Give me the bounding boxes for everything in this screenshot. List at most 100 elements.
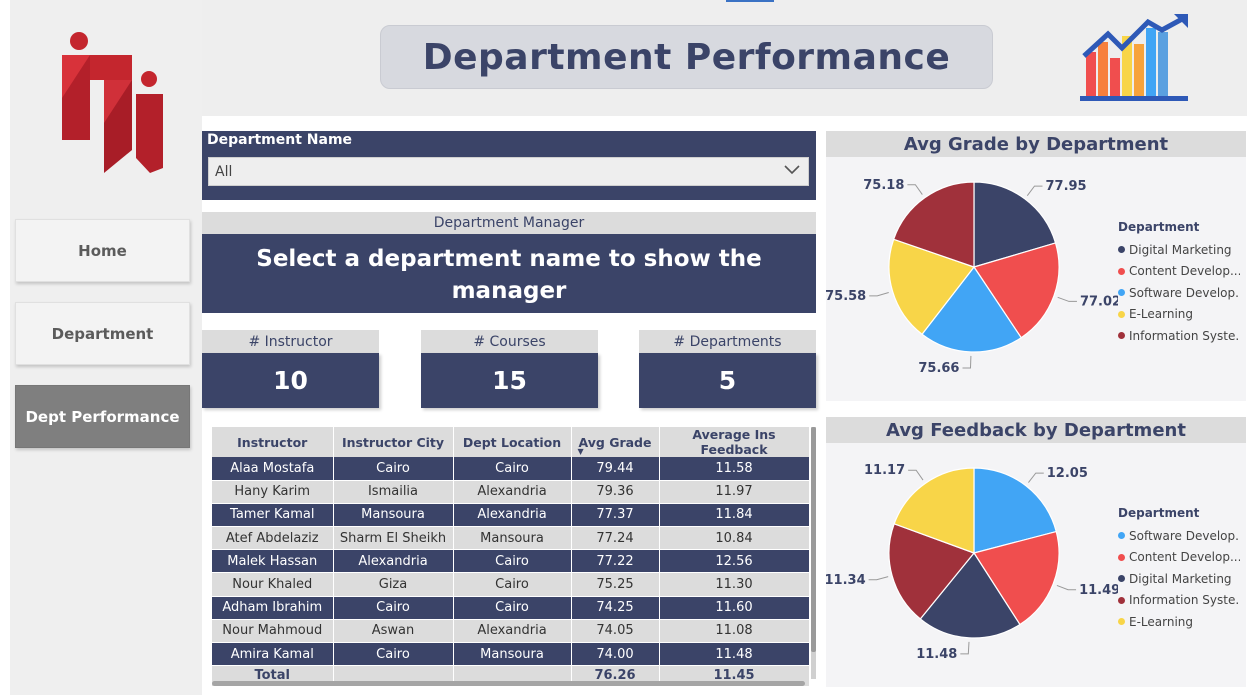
chart-title: Avg Feedback by Department (826, 417, 1246, 443)
cell-instructor: Adham Ibrahim (212, 596, 334, 620)
cell-avg-feedback: 11.48 (659, 642, 810, 667)
legend-label: Software Develop... (1129, 528, 1240, 543)
pie-slice[interactable] (973, 530, 1060, 626)
legend-item[interactable]: Digital Marketing (1118, 239, 1240, 261)
cell-dept-location: Cairo (453, 549, 572, 574)
cell-instructor: Nour Khaled (212, 572, 334, 597)
nav-department-button[interactable]: Department (15, 302, 190, 365)
table-row[interactable]: Nour Khaled Giza Cairo 75.25 11.30 (212, 572, 810, 597)
pie-slice[interactable] (973, 181, 1057, 268)
legend-dot-icon (1118, 332, 1125, 340)
col-header-avg-grade[interactable]: Avg Grade ▼ (571, 427, 660, 457)
legend-dot-icon (1118, 618, 1125, 626)
page-title: Department Performance (380, 25, 993, 89)
table-row[interactable]: Adham Ibrahim Cairo Cairo 74.25 11.60 (212, 596, 810, 620)
bar-chart-growth-icon (1080, 14, 1188, 101)
legend-item[interactable]: Digital Marketing (1118, 568, 1240, 590)
card-title: # Courses (421, 330, 598, 353)
leader-line (908, 469, 924, 481)
data-label: 11.49 (1079, 583, 1118, 598)
col-header-avg-feedback[interactable]: Average Ins Feedback (659, 427, 810, 457)
chart-legend: Department Software Develop... Content Dev… (1118, 506, 1240, 633)
total-cell (333, 665, 454, 686)
cell-avg-feedback: 11.58 (659, 457, 810, 481)
cell-instructor: Hany Karim (212, 480, 334, 504)
table-row[interactable]: Hany Karim Ismailia Alexandria 79.36 11.97 (212, 480, 810, 504)
pie-slice[interactable] (888, 523, 975, 620)
col-header-dept-location[interactable]: Dept Location (453, 427, 572, 457)
department-slicer: Department Name All (202, 131, 816, 200)
table-row[interactable]: Nour Mahmoud Aswan Alexandria 74.05 11.08 (212, 619, 810, 644)
card-courses: # Courses 15 (421, 330, 598, 408)
table-row[interactable]: Atef Abdelaziz Sharm El Sheikh Mansoura 77.… (212, 526, 810, 551)
sidebar: Home Department Dept Performance (10, 0, 202, 695)
legend-dot-icon (1118, 267, 1125, 275)
horizontal-scrollbar[interactable] (212, 681, 805, 686)
card-departments: # Departments 5 (639, 330, 816, 408)
cell-dept-location: Cairo (453, 572, 572, 597)
legend-item[interactable]: Software Develop... (1118, 282, 1240, 304)
table-total-row: Total 76.26 11.45 (212, 665, 810, 686)
pie-slice[interactable] (973, 242, 1060, 339)
nav-dept-performance-button[interactable]: Dept Performance (15, 385, 190, 448)
legend-dot-icon (1118, 246, 1125, 254)
col-header-instructor[interactable]: Instructor (212, 427, 334, 457)
legend-item[interactable]: E-Learning (1118, 304, 1240, 326)
vertical-scrollbar[interactable] (811, 427, 816, 679)
cell-dept-location: Cairo (453, 596, 572, 620)
pie-slice[interactable] (921, 265, 1023, 353)
pie-slice[interactable] (893, 467, 975, 554)
cell-dept-location: Alexandria (453, 503, 572, 528)
avg-grade-pie-chart: 77.95 77.02 75.66 75.58 75.18 (826, 178, 1118, 376)
table-row[interactable]: Amira Kamal Cairo Mansoura 74.00 11.48 (212, 642, 810, 667)
legend-dot-icon (1118, 289, 1125, 297)
legend-item[interactable]: Content Develop... (1118, 261, 1240, 283)
legend-item[interactable]: Information Syste... (1118, 590, 1240, 612)
legend-item[interactable]: Software Develop... (1118, 525, 1240, 547)
leader-line (1026, 185, 1043, 197)
legend-dot-icon (1118, 596, 1125, 604)
cell-instructor: Amira Kamal (212, 642, 334, 667)
department-dropdown[interactable]: All (208, 157, 809, 186)
col-header-instructor-city[interactable]: Instructor City (333, 427, 454, 457)
total-cell (453, 665, 572, 686)
scrollbar-thumb[interactable] (811, 427, 816, 652)
card-value: 15 (421, 353, 598, 408)
legend-label: Digital Marketing (1129, 571, 1232, 586)
table-row[interactable]: Tamer Kamal Mansoura Alexandria 77.37 11.84 (212, 503, 810, 528)
cell-avg-feedback: 11.97 (659, 480, 810, 504)
cell-dept-location: Mansoura (453, 526, 572, 551)
header: Department Performance (202, 0, 1247, 116)
cell-instructor-city: Cairo (333, 457, 454, 481)
legend-dot-icon (1118, 575, 1125, 583)
cell-dept-location: Alexandria (453, 619, 572, 644)
pie-slice[interactable] (919, 551, 1021, 639)
legend-item[interactable]: Information Syste... (1118, 325, 1240, 347)
card-instructor: # Instructor 10 (202, 330, 379, 408)
legend-item[interactable]: Content Develop... (1118, 547, 1240, 569)
iti-logo (62, 32, 163, 173)
cell-instructor-city: Aswan (333, 619, 454, 644)
table-row[interactable]: Alaa Mostafa Cairo Cairo 79.44 11.58 (212, 457, 810, 481)
total-avg-feedback: 11.45 (659, 665, 810, 686)
data-label: 75.58 (826, 289, 866, 304)
legend-label: Content Develop... (1129, 264, 1240, 279)
card-value: 10 (202, 353, 379, 408)
pie-slice[interactable] (973, 467, 1057, 554)
cell-dept-location: Mansoura (453, 642, 572, 667)
leader-line (1056, 584, 1077, 591)
data-label: 75.18 (863, 178, 904, 193)
chart-title: Avg Grade by Department (826, 131, 1246, 157)
legend-item[interactable]: E-Learning (1118, 611, 1240, 633)
table-row[interactable]: Malek Hassan Alexandria Cairo 77.22 12.56 (212, 549, 810, 574)
pie-slice[interactable] (888, 238, 975, 336)
pie-slice[interactable] (892, 181, 975, 268)
manager-title: Department Manager (202, 212, 816, 234)
nav-home-button[interactable]: Home (15, 219, 190, 282)
legend-title: Department (1118, 506, 1200, 520)
cell-instructor: Nour Mahmoud (212, 619, 334, 644)
leader-line (1028, 472, 1044, 483)
cell-dept-location: Alexandria (453, 480, 572, 504)
cell-avg-feedback: 11.84 (659, 503, 810, 528)
cell-instructor-city: Giza (333, 572, 454, 597)
